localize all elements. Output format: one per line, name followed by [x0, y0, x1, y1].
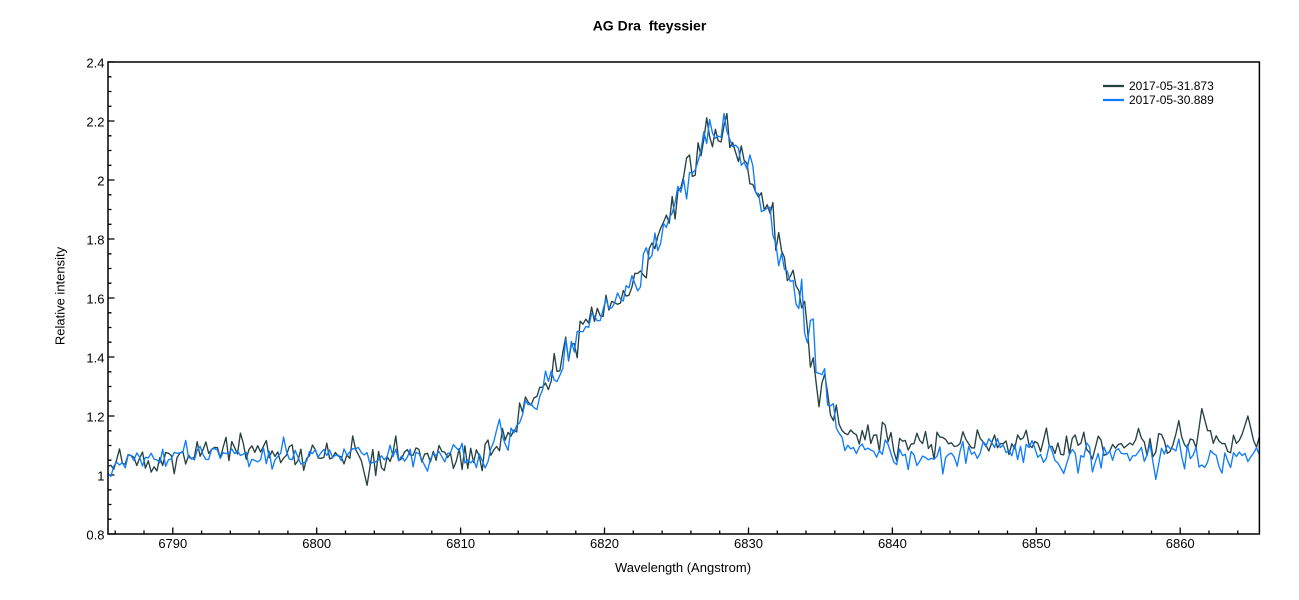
svg-text:6850: 6850 [1022, 536, 1051, 551]
svg-text:1.6: 1.6 [86, 292, 104, 307]
svg-text:1: 1 [97, 469, 104, 484]
svg-text:AG Dra fteyssier: AG Dra fteyssier [593, 18, 707, 34]
svg-text:2.4: 2.4 [86, 56, 104, 71]
svg-text:2017-05-30.889: 2017-05-30.889 [1129, 93, 1214, 107]
svg-text:1.4: 1.4 [86, 351, 104, 366]
svg-text:1.8: 1.8 [86, 233, 104, 248]
svg-text:2.2: 2.2 [86, 115, 104, 130]
svg-text:0.8: 0.8 [86, 528, 104, 543]
svg-text:2: 2 [97, 174, 104, 189]
svg-text:6860: 6860 [1166, 536, 1195, 551]
svg-text:6800: 6800 [302, 536, 331, 551]
svg-text:Relative intensity: Relative intensity [53, 246, 68, 345]
svg-text:1.2: 1.2 [86, 410, 104, 425]
svg-text:6790: 6790 [158, 536, 187, 551]
svg-text:6840: 6840 [878, 536, 907, 551]
svg-text:6820: 6820 [590, 536, 619, 551]
svg-text:Wavelength (Angstrom): Wavelength (Angstrom) [615, 560, 751, 575]
svg-text:6830: 6830 [734, 536, 763, 551]
svg-text:6810: 6810 [446, 536, 475, 551]
svg-text:2017-05-31.873: 2017-05-31.873 [1129, 79, 1214, 93]
